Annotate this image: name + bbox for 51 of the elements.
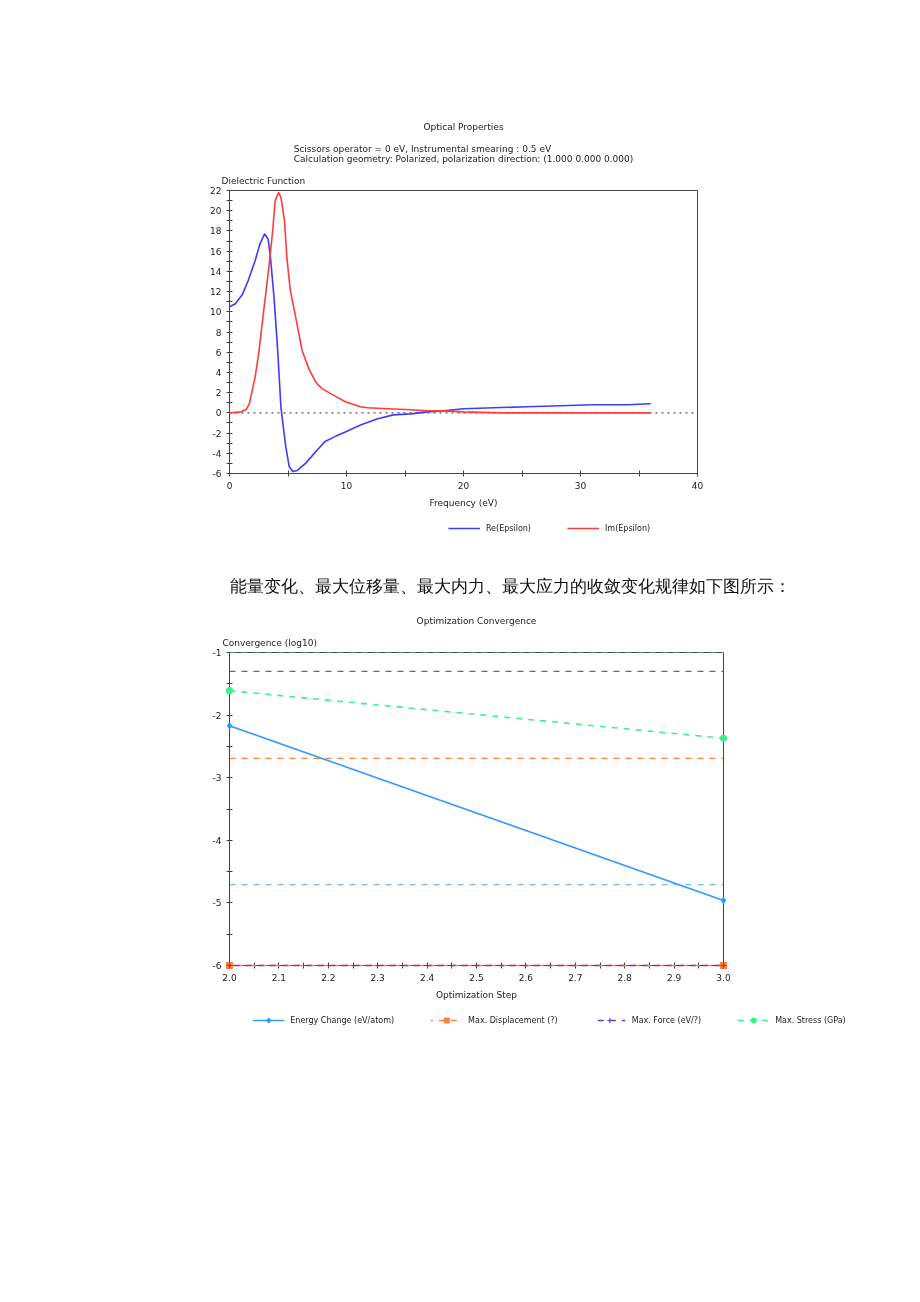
x-tick-label: 2.0 [222, 972, 237, 983]
x-tick-label: 2.8 [617, 972, 633, 983]
text: 能量变化、最大位移量、最大内力、最大应力的收敛变化规律如下图所示： [229, 575, 791, 596]
y-tick-label: 4 [215, 367, 222, 378]
x-tick-label: 0 [226, 480, 233, 491]
x-tick-label: 2.7 [568, 972, 583, 983]
x-tick-label: 30 [574, 480, 587, 491]
y-tick-label: 6 [215, 347, 222, 358]
y-axis-title: Convergence (log10) [222, 637, 317, 648]
x-tick-label: 2.1 [271, 972, 287, 983]
y-tick-label: 20 [210, 206, 222, 217]
y-tick-label: 10 [210, 307, 222, 318]
y-tick-label: -2 [212, 710, 222, 721]
x-axis-title: Frequency (eV) [429, 497, 498, 508]
y-tick-label: 0 [215, 408, 222, 419]
chart-subtitle: Scissors operator = 0 eV, Instrumental smearing : 0.5 eV Calculation geometry: Polarized, polarization direction: (1.000 0.000 0.000) [293, 143, 634, 164]
x-axis-title: Optimization Step [436, 989, 518, 1000]
x-tick-label: 2.6 [518, 972, 534, 983]
y-tick-label: 14 [210, 266, 222, 277]
x-tick-label: 20 [457, 480, 470, 491]
y-tick-label: -2 [212, 428, 222, 439]
y-tick-label: 18 [210, 226, 222, 237]
y-tick-label: -3 [212, 773, 222, 784]
y-tick-label: 12 [210, 287, 222, 298]
y-tick-label: -6 [212, 961, 222, 971]
legend-label: Re(Epsilon) [485, 522, 531, 534]
y-tick-label: 2 [215, 388, 222, 399]
chart-title: Optical Properties [423, 121, 504, 132]
x-tick-label: 40 [691, 480, 704, 491]
y-tick-label: -6 [212, 469, 222, 479]
legend-label: Max. Displacement (?) [468, 1014, 558, 1026]
x-tick-label: 10 [340, 480, 353, 491]
y-tick-label: -4 [212, 835, 222, 846]
legend-label: Im(Epsilon) [604, 522, 651, 534]
y-tick-label: 8 [215, 327, 222, 338]
x-tick-label: 2.5 [469, 972, 484, 983]
y-tick-label: -5 [212, 898, 222, 909]
x-tick-label: 2.2 [321, 972, 336, 983]
y-tick-label: 22 [210, 186, 222, 196]
x-tick-label: 2.4 [419, 972, 435, 983]
legend-label: Energy Change (eV/atom) [290, 1014, 395, 1026]
y-tick-label: 16 [210, 246, 222, 257]
y-axis-title: Dielectric Function [221, 175, 306, 186]
x-tick-label: 2.3 [370, 972, 385, 983]
x-tick-label: 2.9 [666, 972, 682, 983]
legend-label: Max. Force (eV/?) [631, 1014, 702, 1026]
x-tick-label: 3.0 [716, 972, 731, 983]
y-tick-label: -1 [212, 648, 222, 658]
chart-title: Optimization Convergence [416, 615, 537, 626]
y-tick-label: -4 [212, 448, 222, 459]
legend-label: Max. Stress (GPa) [775, 1014, 846, 1026]
